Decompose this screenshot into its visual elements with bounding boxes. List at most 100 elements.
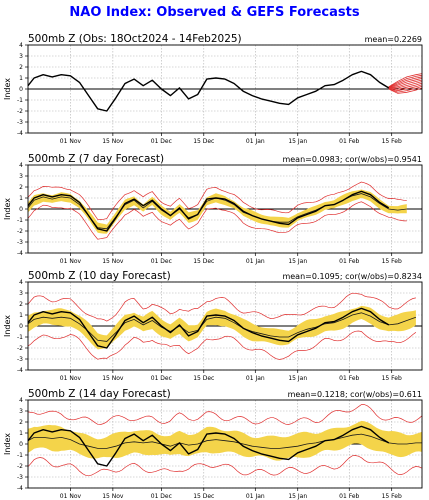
- x-tick-label: 15 Nov: [102, 138, 124, 145]
- panel-title: 500mb Z (10 day Forecast): [28, 270, 171, 282]
- x-tick-label: 15 Jan: [288, 375, 307, 382]
- y-tick-label: -2: [17, 228, 23, 235]
- x-tick-label: 15 Feb: [382, 493, 402, 500]
- x-tick-label: 01 Nov: [60, 138, 82, 145]
- y-tick-label: 3: [19, 173, 23, 180]
- y-axis-label: Index: [3, 315, 12, 337]
- x-tick-label: 15 Feb: [382, 375, 402, 382]
- y-tick-label: -3: [17, 239, 23, 246]
- panel-title: 500mb Z (14 day Forecast): [28, 388, 171, 400]
- x-tick-label: 15 Jan: [288, 258, 307, 265]
- y-tick-label: 4: [19, 397, 23, 404]
- x-tick-label: 15 Jan: [288, 138, 307, 145]
- y-tick-label: 0: [19, 323, 23, 330]
- y-tick-label: 2: [19, 64, 23, 71]
- panel-stats: mean=0.1218; cor(w/obs)=0.611: [288, 390, 422, 399]
- y-tick-label: 1: [19, 195, 23, 202]
- forecast-member-line: [388, 79, 423, 89]
- y-tick-label: -1: [17, 217, 23, 224]
- x-tick-label: 01 Jan: [246, 258, 265, 265]
- chart-panel-10day: 500mb Z (10 day Forecast) mean=0.1095; co…: [3, 270, 423, 382]
- y-tick-label: 2: [19, 419, 23, 426]
- observed-line: [27, 70, 390, 112]
- y-tick-label: 1: [19, 312, 23, 319]
- y-tick-label: 3: [19, 408, 23, 415]
- y-tick-label: 4: [19, 42, 23, 49]
- y-tick-label: 3: [19, 53, 23, 60]
- x-tick-label: 15 Dec: [193, 375, 214, 382]
- y-tick-label: -1: [17, 452, 23, 459]
- observed-line: [27, 190, 390, 232]
- y-tick-label: 4: [19, 162, 23, 169]
- y-tick-label: 0: [19, 441, 23, 448]
- forecast-member-line: [388, 76, 423, 88]
- y-tick-label: -2: [17, 108, 23, 115]
- y-tick-label: -1: [17, 97, 23, 104]
- panel-stats: mean=0.1095; cor(w/obs)=0.8234: [282, 272, 422, 281]
- forecast-member-line: [388, 74, 423, 88]
- chart-panel-observed: 500mb Z (Obs: 18Oct2024 - 14Feb2025) mean…: [3, 33, 423, 145]
- ensemble-min-line: [27, 201, 407, 240]
- x-tick-label: 15 Jan: [288, 493, 307, 500]
- y-tick-label: 0: [19, 86, 23, 93]
- x-tick-label: 01 Feb: [339, 375, 359, 382]
- y-tick-label: 0: [19, 206, 23, 213]
- x-tick-label: 01 Jan: [246, 138, 265, 145]
- page-title: NAO Index: Observed & GEFS Forecasts: [69, 5, 360, 20]
- ensemble-max-line: [27, 181, 407, 220]
- y-tick-label: -4: [17, 250, 23, 257]
- x-tick-label: 01 Dec: [151, 138, 172, 145]
- ensemble-mean-line: [27, 312, 417, 342]
- chart-panel-7day: 500mb Z (7 day Forecast) mean=0.0983; cor…: [3, 153, 423, 265]
- x-tick-label: 15 Feb: [382, 258, 402, 265]
- forecast-member-line: [388, 87, 423, 94]
- forecast-member-line: [388, 73, 423, 88]
- y-tick-label: -1: [17, 334, 23, 341]
- x-tick-label: 15 Nov: [102, 375, 124, 382]
- forecast-member-line: [388, 82, 423, 90]
- y-tick-label: 4: [19, 279, 23, 286]
- x-tick-label: 15 Dec: [193, 138, 214, 145]
- y-tick-label: 1: [19, 75, 23, 82]
- ensemble-min-line: [27, 455, 423, 477]
- panel-stats: mean=0.0983; cor(w/obs)=0.9541: [282, 155, 422, 164]
- y-tick-label: -4: [17, 130, 23, 137]
- panel-stats: mean=0.2269: [365, 35, 422, 44]
- y-tick-label: 2: [19, 301, 23, 308]
- x-tick-label: 15 Nov: [102, 258, 124, 265]
- ensemble-max-line: [27, 404, 423, 425]
- forecast-member-line: [388, 85, 423, 93]
- x-tick-label: 01 Dec: [151, 375, 172, 382]
- x-tick-label: 01 Jan: [246, 375, 265, 382]
- x-tick-label: 01 Dec: [151, 493, 172, 500]
- x-tick-label: 01 Jan: [246, 493, 265, 500]
- y-tick-label: -4: [17, 485, 23, 492]
- x-tick-label: 01 Feb: [339, 493, 359, 500]
- y-tick-label: -4: [17, 367, 23, 374]
- x-tick-label: 01 Feb: [339, 258, 359, 265]
- x-tick-label: 15 Feb: [382, 138, 402, 145]
- observed-line: [27, 425, 390, 467]
- forecast-member-line: [388, 81, 423, 89]
- x-tick-label: 01 Dec: [151, 258, 172, 265]
- y-tick-label: 3: [19, 290, 23, 297]
- ensemble-min-line: [27, 330, 417, 360]
- x-tick-label: 15 Dec: [193, 493, 214, 500]
- x-tick-label: 01 Nov: [60, 258, 82, 265]
- y-tick-label: -3: [17, 356, 23, 363]
- x-tick-label: 15 Dec: [193, 258, 214, 265]
- panel-title: 500mb Z (7 day Forecast): [28, 153, 164, 165]
- chart-panel-14day: 500mb Z (14 day Forecast) mean=0.1218; co…: [3, 388, 423, 500]
- panel-title: 500mb Z (Obs: 18Oct2024 - 14Feb2025): [28, 33, 242, 45]
- x-tick-label: 01 Feb: [339, 138, 359, 145]
- ensemble-spread-band: [28, 305, 416, 350]
- forecast-member-line: [388, 78, 423, 88]
- y-tick-label: -2: [17, 345, 23, 352]
- y-tick-label: -3: [17, 474, 23, 481]
- y-tick-label: -3: [17, 119, 23, 126]
- y-tick-label: 2: [19, 184, 23, 191]
- ensemble-mean-line: [27, 433, 422, 449]
- ensemble-max-line: [27, 292, 416, 322]
- y-axis-label: Index: [3, 198, 12, 220]
- forecast-member-line: [388, 84, 423, 92]
